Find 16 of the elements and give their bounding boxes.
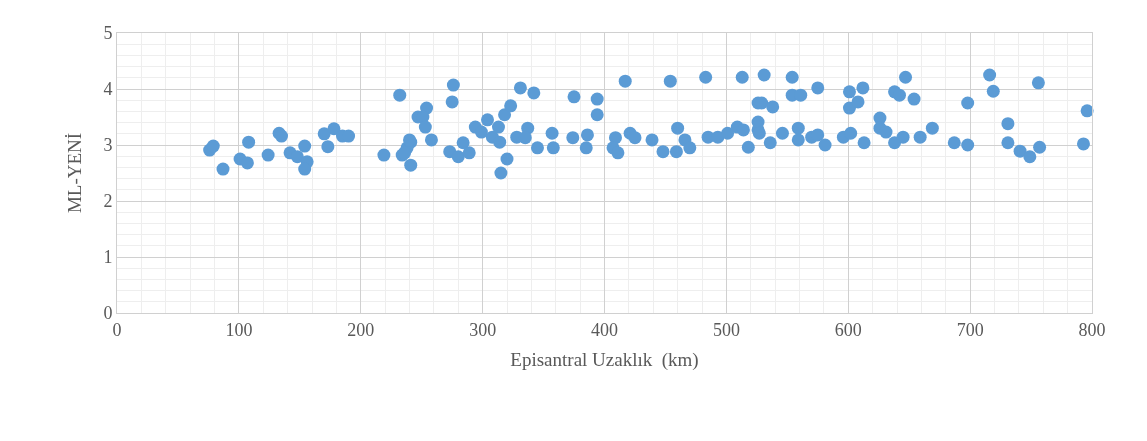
x-tick-label: 200 [347,319,375,340]
y-tick-label: 0 [103,303,113,324]
y-tick-label: 5 [103,23,113,44]
x-tick-label: 500 [712,319,740,340]
x-tick-label: 800 [1078,319,1106,340]
y-tick-label: 3 [103,135,113,156]
x-tick-label: 700 [956,319,984,340]
y-axis-title: ML-YENİ [64,132,86,214]
x-tick-label: 600 [834,319,862,340]
y-tick-label: 4 [103,79,113,100]
y-tick-label: 2 [103,191,113,212]
x-tick-label: 300 [469,319,497,340]
x-axis-title: Episantral Uzaklık (km) [510,349,699,372]
y-tick-label: 1 [103,247,113,268]
x-tick-label: 400 [591,319,618,340]
x-tick-label: 100 [225,319,253,340]
